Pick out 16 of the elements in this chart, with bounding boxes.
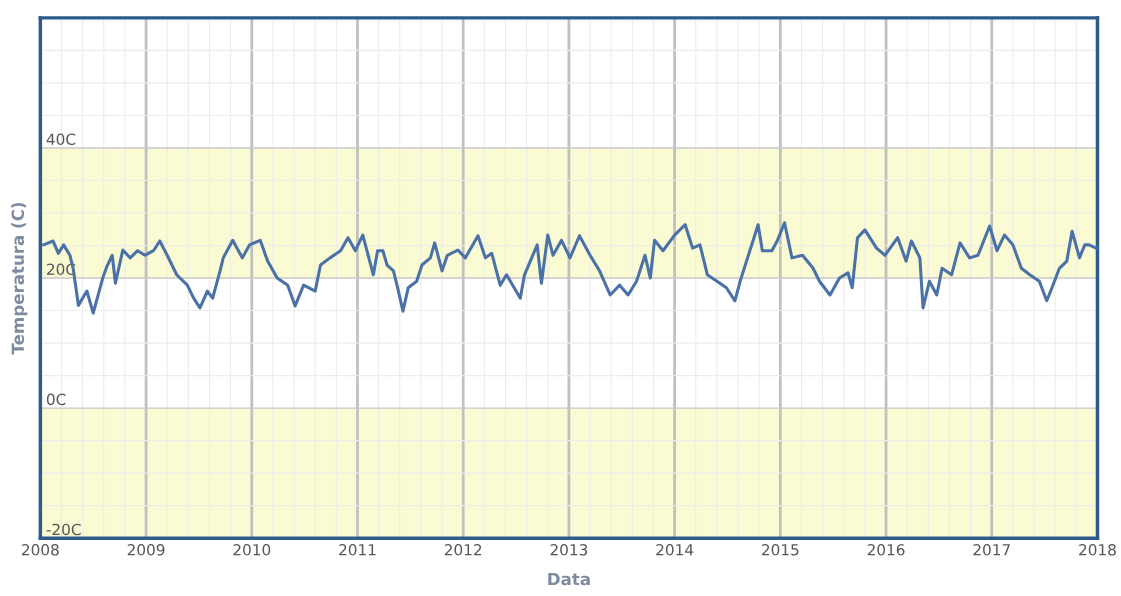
x-tick-label: 2012: [444, 544, 482, 556]
y-tick-label: -20C: [46, 523, 81, 536]
x-axis-title: Data: [548, 572, 590, 586]
x-tick-label: 2008: [22, 544, 59, 556]
x-tick-label: 2014: [656, 544, 694, 556]
x-tick-label: 2018: [1079, 544, 1116, 556]
y-tick-label: 40C: [46, 133, 76, 145]
x-tick-label: 2017: [973, 544, 1010, 556]
x-tick-label: 2016: [867, 544, 905, 556]
x-tick-label: 2010: [233, 544, 271, 556]
y-tick-label: 0C: [46, 393, 66, 406]
x-tick-label: 2009: [127, 544, 165, 556]
y-axis-title: Temperatura (C): [11, 202, 28, 355]
x-tick-label: 2011: [339, 544, 376, 556]
x-tick-label: 2015: [762, 544, 799, 556]
x-tick-label: 2013: [550, 544, 588, 556]
